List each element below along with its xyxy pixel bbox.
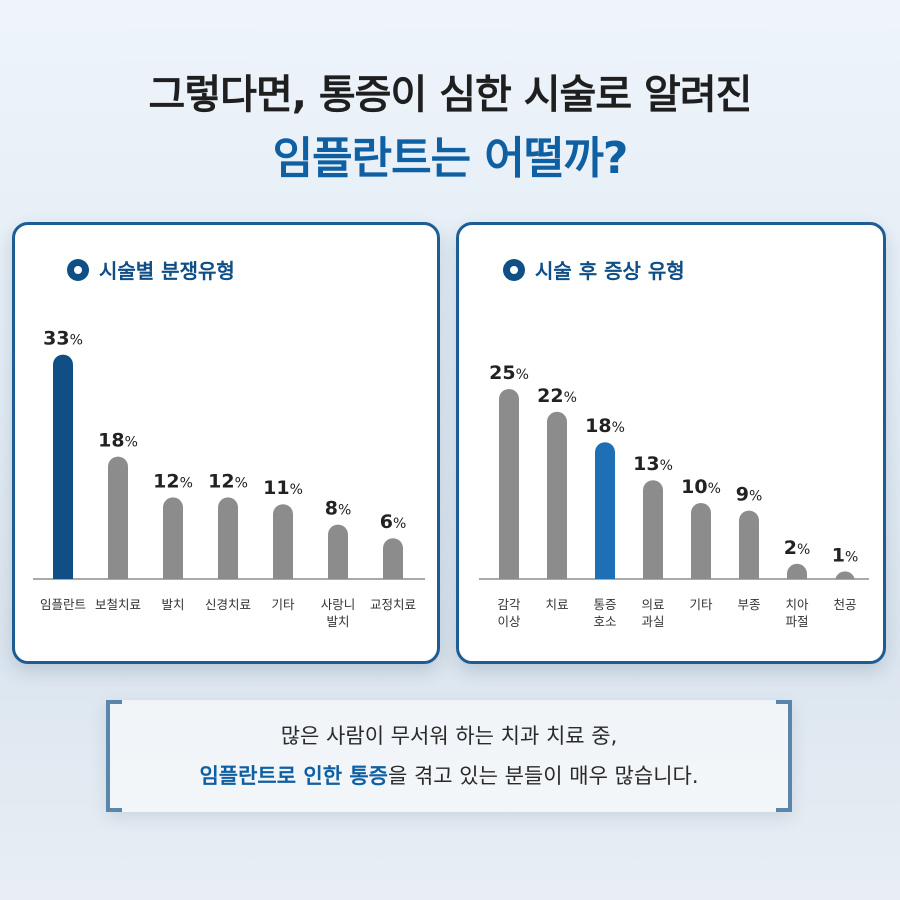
dispute-type-heading: 시술별 분쟁유형	[67, 255, 235, 284]
value-label-5: 9%	[736, 484, 763, 506]
bar-0	[53, 354, 73, 579]
value-label-3: 12%	[208, 470, 248, 492]
dispute-type-chart: 33% 임플란트 18% 보철치료 12% 발치 12% 신경치료 11% 기타 8% 사랑니 발치 6%…	[33, 328, 425, 629]
category-label-1: 치료	[545, 597, 568, 612]
circle-bullet-icon	[67, 258, 89, 281]
value-label-5: 8%	[325, 498, 352, 520]
left-bracket	[106, 700, 122, 812]
headline-line1: 그렇다면, 통증이 심한 시술로 알려진	[148, 72, 753, 118]
bar-3	[218, 497, 239, 579]
symptom-type-heading: 시술 후 증상 유형	[503, 255, 685, 284]
value-label-4: 10%	[681, 476, 721, 498]
category-label-4: 기타	[689, 597, 713, 612]
category-label-1: 보철치료	[95, 597, 141, 612]
headline-line2: 임플란트는 어떨까?	[272, 133, 629, 184]
value-label-7: 1%	[832, 544, 859, 566]
value-label-1: 18%	[98, 430, 138, 452]
category-label-3: 의료 과실	[641, 597, 664, 629]
dispute-type-title: 시술별 분쟁유형	[99, 259, 235, 283]
value-label-2: 12%	[153, 470, 193, 492]
note-highlight: 임플란트로 인한 통증	[199, 764, 388, 788]
bar-1	[108, 456, 128, 579]
category-label-7: 천공	[833, 597, 856, 612]
bar-1	[547, 411, 567, 579]
value-label-6: 2%	[784, 537, 811, 559]
value-label-0: 33%	[43, 328, 83, 350]
category-label-0: 감각 이상	[497, 597, 521, 629]
category-label-0: 임플란트	[40, 597, 86, 612]
symptom-type-chart: 25% 감각 이상 22% 치료 18% 통증 호소 13% 의료 과실 10% 기타 9% 부종 2% 치아 파…	[479, 362, 869, 629]
bar-6	[787, 563, 807, 579]
category-label-3: 신경치료	[205, 597, 251, 612]
note-line1: 많은 사람이 무서워 하는 치과 치료 중,	[280, 724, 618, 748]
value-label-1: 22%	[537, 385, 577, 407]
category-label-5: 사랑니 발치	[321, 597, 356, 629]
category-label-6: 교정치료	[370, 597, 416, 612]
right-bracket	[776, 700, 792, 812]
bar-0	[499, 389, 519, 579]
bar-7	[835, 571, 855, 582]
value-label-0: 25%	[489, 362, 529, 384]
symptom-type-panel: 시술 후 증상 유형 25% 감각 이상 22% 치료 18% 통증 호소 13% 의료 과실 10%…	[456, 222, 886, 664]
bar-2	[595, 442, 615, 579]
category-label-2: 통증 호소	[593, 597, 616, 629]
value-label-6: 6%	[380, 511, 407, 533]
category-label-5: 부종	[737, 597, 760, 612]
category-label-4: 기타	[271, 597, 295, 612]
symptom-type-title: 시술 후 증상 유형	[535, 259, 685, 283]
category-label-6: 치아 파절	[785, 597, 809, 629]
bar-3	[643, 480, 663, 579]
note-line2-rest: 을 겪고 있는 분들이 매우 많습니다.	[387, 764, 699, 788]
circle-bullet-icon	[503, 258, 525, 281]
bar-5	[739, 510, 759, 579]
dispute-type-panel: 시술별 분쟁유형 33% 임플란트 18% 보철치료 12% 발치 12% 신경치료 11% 기타…	[12, 222, 440, 664]
bar-2	[163, 497, 183, 579]
value-label-4: 11%	[263, 477, 303, 499]
value-label-2: 18%	[585, 415, 625, 437]
bar-4	[691, 503, 711, 579]
bar-6	[383, 538, 403, 579]
bar-5	[328, 524, 348, 579]
value-label-3: 13%	[633, 453, 673, 475]
bar-4	[273, 504, 293, 579]
note-line2: 임플란트로 인한 통증을 겪고 있는 분들이 매우 많습니다.	[106, 760, 792, 790]
summary-note: 많은 사람이 무서워 하는 치과 치료 중, 임플란트로 인한 통증을 겪고 있…	[106, 700, 792, 812]
category-label-2: 발치	[161, 597, 184, 612]
